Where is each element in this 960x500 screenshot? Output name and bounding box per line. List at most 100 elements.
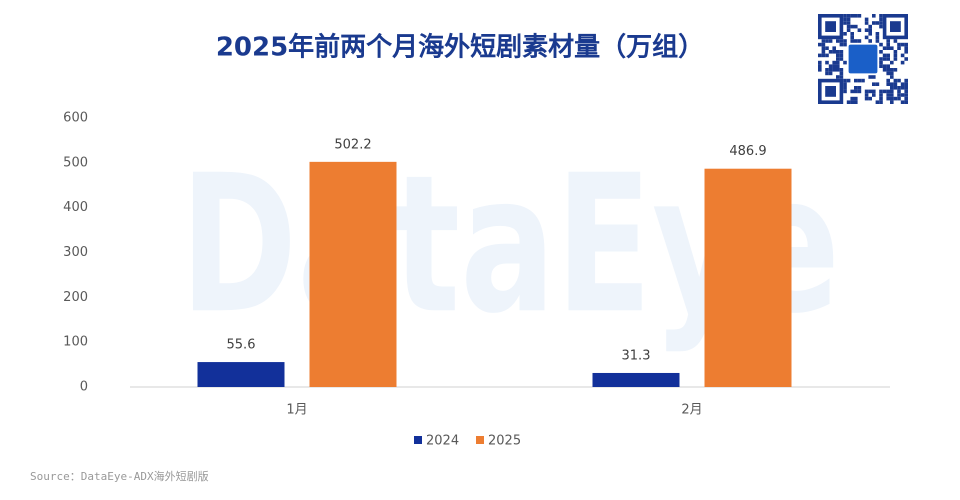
chart-title: 2025年前两个月海外短剧素材量（万组）	[216, 32, 704, 63]
qr-cell	[868, 39, 872, 43]
qr-cell	[897, 42, 901, 47]
qr-cell	[846, 21, 851, 25]
qr-cell	[875, 21, 880, 25]
qr-cell	[904, 89, 908, 94]
qr-cell	[904, 100, 908, 104]
qr-cell	[825, 71, 829, 76]
qr-cell	[864, 96, 869, 101]
qr-cell	[904, 46, 908, 50]
source: Source：DataEye-ADX海外短剧版	[30, 469, 209, 483]
qr-cell	[857, 14, 862, 18]
qr-cell	[879, 42, 883, 47]
qr-cell	[843, 86, 847, 90]
qr-cell	[904, 50, 908, 54]
qr-cell	[890, 100, 894, 104]
qr-cell	[854, 24, 858, 29]
qr-cell	[893, 39, 898, 43]
y-tick-label: 200	[63, 290, 88, 305]
qr-code	[817, 14, 908, 104]
qr-cell	[836, 75, 840, 79]
qr-cell	[882, 64, 887, 68]
y-tick-label: 600	[63, 111, 88, 126]
qr-cell	[857, 28, 862, 32]
qr-cell	[846, 78, 851, 83]
qr-cell	[850, 100, 854, 104]
qr-cell	[846, 14, 851, 18]
qr-cell	[879, 64, 883, 68]
qr-cell	[818, 60, 822, 65]
qr-cell	[893, 57, 898, 61]
qr-cell	[897, 86, 901, 90]
qr-finder	[817, 78, 844, 104]
qr-cell	[850, 35, 854, 40]
qr-cell	[882, 57, 887, 61]
bar	[704, 168, 792, 387]
qr-cell	[832, 68, 836, 72]
bar	[309, 161, 397, 387]
qr-cell	[872, 82, 876, 86]
legend-label: 2025	[488, 434, 521, 449]
qr-cell	[836, 39, 840, 43]
qr-cell	[900, 93, 905, 97]
qr-cell	[875, 39, 880, 43]
qr-cell	[850, 89, 854, 94]
qr-finder	[890, 21, 901, 32]
qr-cell	[857, 89, 862, 94]
qr-cell	[879, 96, 883, 101]
qr-cell	[839, 57, 844, 61]
qr-cell	[828, 50, 833, 54]
qr-cell	[818, 53, 822, 58]
qr-cell	[828, 71, 833, 76]
qr-cell	[864, 21, 869, 25]
qr-cell	[897, 78, 901, 83]
qr-cell	[900, 42, 905, 47]
qr-cell	[879, 89, 883, 94]
qr-cell	[890, 60, 894, 65]
qr-cell	[893, 68, 898, 72]
qr-cell	[897, 93, 901, 97]
y-tick-label: 0	[80, 380, 88, 395]
legend-swatch	[476, 436, 484, 444]
qr-finder	[825, 21, 836, 32]
qr-cell	[836, 53, 840, 58]
qr-cell	[893, 53, 898, 58]
qr-cell	[818, 68, 822, 72]
qr-cell	[857, 86, 862, 90]
qr-cell	[825, 53, 829, 58]
qr-cell	[882, 53, 887, 58]
qr-cell	[890, 93, 894, 97]
qr-cell	[875, 35, 880, 40]
qr-cell	[843, 89, 847, 94]
bar	[592, 372, 680, 387]
qr-cell	[900, 53, 905, 58]
qr-cell	[836, 68, 840, 72]
qr-cell	[904, 93, 908, 97]
qr-cell	[890, 71, 894, 76]
value-label: 55.6	[227, 338, 256, 353]
qr-cell	[890, 82, 894, 86]
qr-cell	[897, 46, 901, 50]
qr-cell	[886, 39, 890, 43]
x-tick-label: 2月	[681, 403, 702, 418]
qr-cell	[854, 14, 858, 18]
qr-cell	[857, 39, 862, 43]
qr-cell	[879, 24, 883, 29]
qr-cell	[879, 60, 883, 65]
qr-cell	[828, 64, 833, 68]
qr-cell	[864, 17, 869, 22]
qr-cell	[904, 96, 908, 101]
qr-cell	[875, 32, 880, 36]
qr-cell	[886, 64, 890, 68]
qr-cell	[854, 86, 858, 90]
y-tick-label: 100	[63, 335, 88, 350]
y-tick-label: 400	[63, 200, 88, 215]
qr-cell	[825, 60, 829, 65]
qr-cell	[890, 68, 894, 72]
qr-cell	[882, 89, 887, 94]
qr-cell	[818, 42, 822, 47]
qr-cell	[854, 39, 858, 43]
qr-finder	[817, 14, 844, 40]
qr-cell	[839, 53, 844, 58]
qr-cell	[818, 64, 822, 68]
qr-cell	[850, 96, 854, 101]
